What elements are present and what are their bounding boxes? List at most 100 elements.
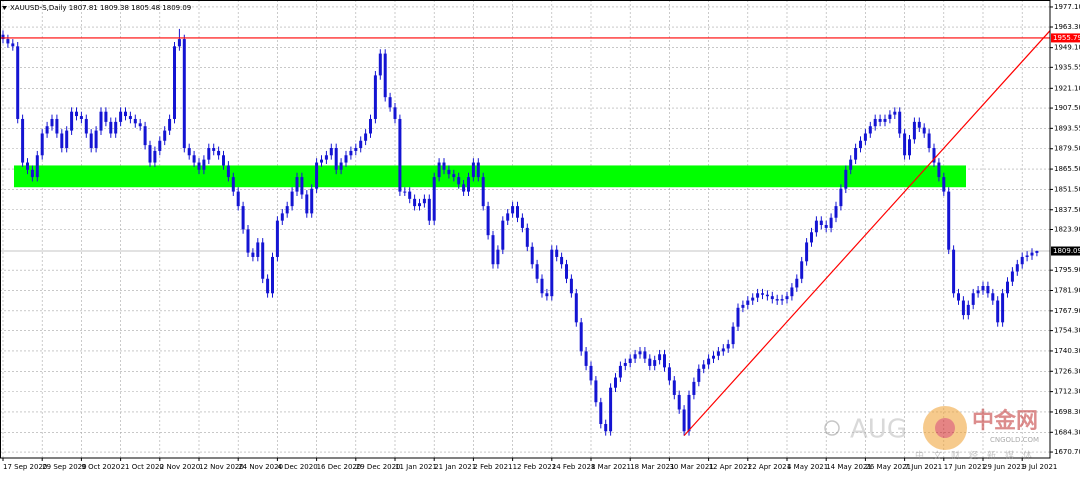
candle-body — [535, 264, 539, 279]
x-tick-label: 30 Mar 2021 — [669, 463, 713, 471]
candle-body — [99, 111, 103, 131]
candle-body — [65, 130, 69, 149]
candle-body — [133, 118, 137, 124]
watermark-logo-inner — [935, 418, 955, 438]
y-tick-label: 1963.30 — [1054, 23, 1080, 31]
candle-body — [339, 162, 343, 170]
candle-body — [16, 46, 20, 119]
x-tick-label: 24 Nov 2020 — [238, 463, 283, 471]
y-tick-label: 1754.30 — [1054, 327, 1080, 335]
x-tick-label: 12 Feb 2021 — [513, 463, 557, 471]
candle-body — [976, 290, 980, 294]
candle-body — [790, 287, 794, 297]
candle-body — [422, 198, 426, 204]
watermark-icon — [824, 420, 840, 436]
candle-body — [614, 377, 617, 388]
candle-body — [45, 126, 49, 134]
candle-body — [761, 293, 764, 295]
candle-body — [584, 351, 588, 366]
candle-body — [702, 364, 706, 369]
candle-body — [917, 121, 921, 128]
candle-body — [442, 162, 446, 170]
candle-body — [927, 133, 931, 149]
candle-body — [800, 261, 804, 279]
candle-body — [932, 148, 936, 163]
candle-body — [609, 387, 613, 432]
watermark-slogan: 中文财经新媒体 — [915, 450, 1041, 462]
candle-body — [114, 121, 118, 134]
candle-body — [84, 118, 88, 134]
candle-body — [565, 264, 568, 279]
candle-body — [30, 169, 34, 178]
resistance-label: 1955.79 — [1053, 34, 1080, 42]
candle-body — [271, 256, 274, 294]
candle-body — [35, 155, 39, 178]
candle-body — [177, 39, 181, 47]
y-tick-label: 1893.55 — [1054, 124, 1080, 132]
candle-body — [834, 206, 838, 218]
candle-body — [354, 148, 358, 151]
candle-body — [202, 159, 206, 170]
candle-body — [222, 155, 225, 166]
x-tick-label: 22 Apr 2021 — [748, 463, 791, 471]
y-tick-label: 1977.10 — [1054, 3, 1080, 11]
candle-body — [599, 402, 603, 425]
candle-body — [849, 159, 853, 170]
x-tick-label: 8 Mar 2021 — [591, 463, 631, 471]
candle-body — [1030, 252, 1034, 256]
candle-body — [50, 118, 54, 127]
candle-body — [814, 220, 818, 233]
x-tick-label: 24 Feb 2021 — [552, 463, 596, 471]
x-tick-label: 26 May 2021 — [865, 463, 911, 471]
candle-body — [775, 299, 779, 301]
candle-body — [756, 293, 760, 298]
candle-body — [432, 177, 436, 221]
candle-body — [863, 133, 867, 141]
candle-body — [966, 304, 970, 316]
candle-body — [854, 148, 858, 160]
candle-body — [912, 121, 916, 140]
candle-body — [486, 206, 490, 236]
candle-body — [721, 348, 725, 352]
candle-body — [40, 133, 44, 156]
candle-body — [638, 351, 642, 355]
candle-body — [305, 194, 309, 214]
candle-body — [574, 293, 578, 323]
candle-body — [383, 53, 387, 98]
plot-area — [0, 28, 1050, 437]
candle-body — [878, 118, 882, 122]
x-tick-label: 14 May 2021 — [826, 463, 872, 471]
candle-body — [511, 206, 515, 214]
candle-body — [153, 150, 157, 163]
candle-body — [692, 381, 696, 395]
axes: 1977.10 1963.30 1949.10 1935.55 1921.10 1907.… — [2, 3, 1080, 471]
candle-body — [883, 118, 887, 122]
candle-body — [217, 150, 221, 156]
candle-body — [418, 203, 421, 207]
candle-body — [560, 256, 564, 265]
y-tick-label: 1684.30 — [1054, 428, 1080, 436]
candle-body — [163, 130, 167, 141]
candle-body — [501, 220, 505, 250]
candle-body — [182, 39, 186, 149]
candle-body — [393, 107, 397, 119]
candle-body — [280, 213, 284, 221]
candle-body — [236, 191, 240, 207]
candle-body — [373, 75, 377, 119]
candle-body — [844, 169, 848, 189]
candle-body — [476, 162, 480, 178]
y-tick-label: 1712.30 — [1054, 388, 1080, 396]
candle-body — [741, 304, 745, 308]
candle-body — [168, 118, 172, 131]
candle-body — [79, 116, 83, 119]
candle-body — [437, 162, 441, 178]
candle-body — [109, 121, 113, 134]
candle-body — [349, 150, 353, 156]
candle-body — [427, 198, 431, 221]
y-tick-label: 1921.10 — [1054, 84, 1080, 92]
chart-title: XAUUSD-S,Daily 1807.81 1809.38 1805.48 1… — [10, 4, 191, 12]
candle-body — [765, 294, 769, 297]
candle-body — [839, 188, 843, 207]
candle-body — [643, 351, 647, 359]
